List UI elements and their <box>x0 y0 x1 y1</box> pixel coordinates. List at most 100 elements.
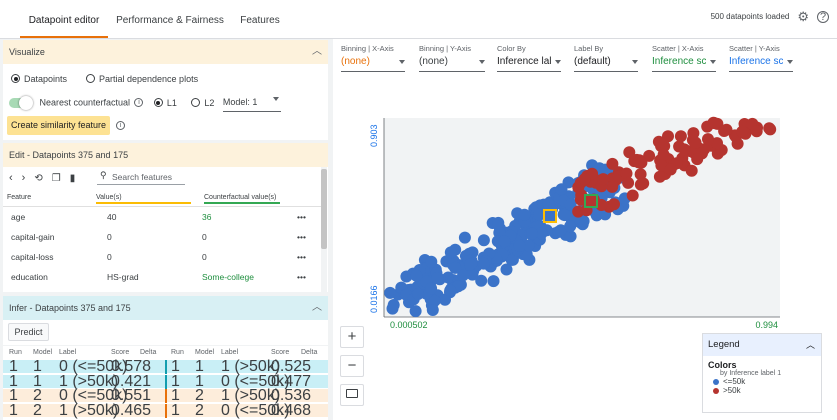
counterfactual-value: 36 <box>202 212 212 222</box>
dropdown-arrow-icon <box>555 60 561 64</box>
control-caption: Scatter | X-Axis <box>652 44 704 53</box>
legend-item[interactable]: >50k <box>713 386 816 395</box>
zoom-in-button[interactable]: + <box>340 326 364 348</box>
radio-pdp[interactable] <box>86 74 95 84</box>
info-icon[interactable]: i <box>134 98 144 107</box>
delete-icon[interactable]: ▮ <box>69 172 76 184</box>
chevron-right-icon[interactable]: › <box>21 172 26 184</box>
infer-cell: 1 <box>9 387 18 404</box>
fit-screen-icon <box>346 389 358 399</box>
control-dropdown[interactable]: Color By Inference lal <box>497 44 561 72</box>
edit-toolbar: ‹ › ⟲ ❐ ▮ <box>9 170 75 186</box>
control-value: Inference sc <box>729 56 783 67</box>
infer-cell: 0.525 <box>271 358 312 375</box>
infer-cell: 0 (<=50k) <box>221 372 290 390</box>
chevron-up-icon[interactable]: ︿ <box>312 46 322 57</box>
infer-title: Infer - Datapoints 375 and 175 <box>9 303 131 313</box>
dropdown-arrow-icon <box>632 60 638 64</box>
edit-scrollbar[interactable] <box>321 167 327 292</box>
edit-header[interactable]: Edit - Datapoints 375 and 175 <box>3 143 328 167</box>
header-label: Label <box>221 349 239 356</box>
pdp-option[interactable]: Partial dependence plots <box>86 70 198 88</box>
header-score: Score <box>271 349 290 356</box>
l1-option[interactable]: L1 <box>153 94 177 111</box>
legend-title: Legend <box>708 339 740 350</box>
header-counterfactual: Counterfactual value(s) <box>204 194 280 204</box>
feature-value[interactable]: 0 <box>107 252 112 262</box>
info-icon[interactable]: i <box>116 121 125 130</box>
header-delta: Delta <box>140 349 157 356</box>
infer-cell: 1 <box>33 372 42 390</box>
header-score: Score <box>111 349 130 356</box>
infer-cell: 1 <box>9 372 18 390</box>
chevron-left-icon[interactable]: ‹ <box>9 172 13 184</box>
header-label: Label <box>59 349 77 356</box>
control-dropdown[interactable]: Scatter | X-Axis Inference sc <box>652 44 716 72</box>
infer-cell: 1 (>50k) <box>221 387 281 404</box>
infer-cell: 0.477 <box>271 372 312 390</box>
control-dropdown[interactable]: Binning | Y-Axis (none) <box>419 44 485 72</box>
table-row: age 40 36 ••• <box>3 207 323 227</box>
header-value: Value(s) <box>96 194 191 204</box>
counterfactual-value: 0 <box>202 232 207 242</box>
l2-option[interactable]: L2 <box>191 94 214 111</box>
infer-cell: 0 (<=50k) <box>59 358 128 375</box>
control-caption: Label By <box>574 44 604 53</box>
infer-cell: 0.468 <box>271 401 312 419</box>
visualize-title: Visualize <box>9 47 45 57</box>
create-similarity-button[interactable]: Create similarity feature <box>7 116 110 135</box>
search-features-input[interactable]: ⚲ Search features <box>97 170 185 185</box>
status-area: 500 datapoints loaded ⚙ ? <box>711 10 829 23</box>
nearest-label: Nearest counterfactual <box>39 97 131 108</box>
legend-colors-title: Colors <box>708 360 737 370</box>
control-caption: Scatter | Y-Axis <box>729 44 780 53</box>
visualize-header[interactable]: Visualize ︿ <box>3 40 328 64</box>
model-select[interactable]: Model: 1 <box>222 93 281 112</box>
search-icon: ⚲ <box>100 170 107 180</box>
nearest-toggle[interactable] <box>9 95 33 110</box>
history-icon[interactable]: ⟲ <box>34 172 43 184</box>
tab-datapoint-editor[interactable]: Datapoint editor <box>20 0 108 38</box>
duplicate-icon[interactable]: ❐ <box>51 172 61 184</box>
radio-l2[interactable] <box>191 98 201 107</box>
edit-table-header: Feature Value(s) Counterfactual value(s) <box>3 191 323 207</box>
feature-value[interactable]: 40 <box>107 212 117 222</box>
infer-cell: 2 <box>195 401 204 419</box>
header-feature: Feature <box>7 194 32 201</box>
control-value: (none) <box>419 56 448 67</box>
control-dropdown[interactable]: Scatter | Y-Axis Inference sc <box>729 44 793 72</box>
control-caption: Color By <box>497 44 526 53</box>
dropdown-arrow-icon <box>710 60 716 64</box>
zoom-out-button[interactable]: − <box>340 355 364 377</box>
chevron-up-icon[interactable]: ︿ <box>805 340 815 350</box>
control-dropdown[interactable]: Binning | X-Axis (none) <box>341 44 405 72</box>
radio-datapoints[interactable] <box>11 74 20 84</box>
more-icon[interactable]: ••• <box>297 232 306 242</box>
infer-header[interactable]: Infer - Datapoints 375 and 175 ︿ <box>3 296 328 320</box>
l1-label: L1 <box>166 97 177 108</box>
predict-button[interactable]: Predict <box>8 323 49 341</box>
more-icon[interactable]: ••• <box>297 252 306 262</box>
legend-item[interactable]: <=50k <box>713 377 816 386</box>
datapoints-option[interactable]: Datapoints <box>11 70 67 88</box>
more-icon[interactable]: ••• <box>297 272 306 282</box>
gear-icon[interactable]: ⚙ <box>797 9 809 24</box>
feature-value[interactable]: 0 <box>107 232 112 242</box>
table-row: education HS-grad Some-college ••• <box>3 267 323 287</box>
legend-header[interactable]: Legend ︿ <box>703 334 821 356</box>
more-icon[interactable]: ••• <box>297 212 306 222</box>
help-icon[interactable]: ? <box>817 10 829 23</box>
legend-by: by Inference label 1 <box>720 370 782 377</box>
feature-value[interactable]: HS-grad <box>107 272 139 282</box>
infer-cell: 1 (>50k) <box>221 358 281 375</box>
tab-features[interactable]: Features <box>240 15 280 26</box>
chevron-up-icon[interactable]: ︿ <box>312 302 322 313</box>
infer-cell: 2 <box>195 387 204 404</box>
control-dropdown[interactable]: Label By (default) <box>574 44 638 72</box>
tab-performance-fairness[interactable]: Performance & Fairness <box>116 15 224 26</box>
header-model: Model <box>33 349 53 356</box>
radio-l1[interactable] <box>153 98 163 107</box>
legend-label: >50k <box>723 386 741 395</box>
fit-screen-button[interactable] <box>340 384 364 406</box>
